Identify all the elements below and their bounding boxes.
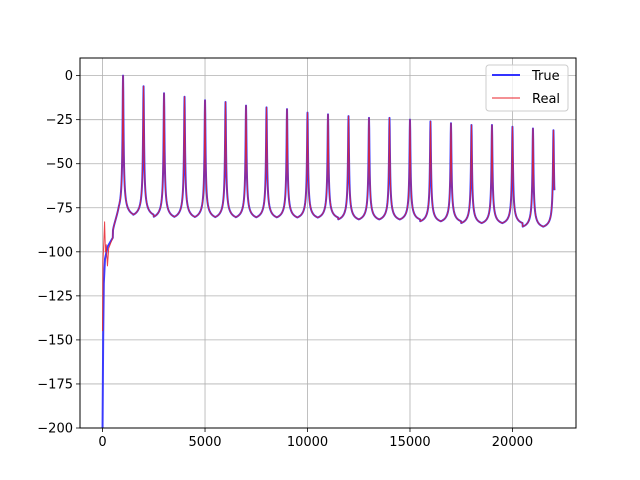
x-tick-label: 0 <box>98 435 106 450</box>
y-tick-label: −175 <box>37 377 73 392</box>
legend: True Real <box>485 64 569 112</box>
axis-ticks: 0 5000 10000 15000 20000 0 −25 −50 −75 −100 −125 −1… <box>37 69 533 450</box>
y-tick-label: −150 <box>37 333 73 348</box>
y-tick-label: −50 <box>46 157 73 172</box>
x-tick-label: 15000 <box>389 435 430 450</box>
y-tick-label: −25 <box>46 113 73 128</box>
y-tick-label: −100 <box>37 245 73 260</box>
y-tick-label: 0 <box>65 69 73 84</box>
series-layer <box>101 74 556 429</box>
legend-label-real: Real <box>532 92 560 107</box>
legend-label-true: True <box>531 69 560 84</box>
legend-box <box>485 64 569 112</box>
x-tick-label: 10000 <box>287 435 328 450</box>
series-line-real <box>102 75 555 332</box>
y-tick-label: −125 <box>37 289 73 304</box>
y-tick-label: −75 <box>46 201 73 216</box>
y-tick-label: −200 <box>37 422 73 437</box>
plot-frame <box>79 57 577 429</box>
x-tick-label: 5000 <box>188 435 221 450</box>
x-tick-label: 20000 <box>492 435 533 450</box>
